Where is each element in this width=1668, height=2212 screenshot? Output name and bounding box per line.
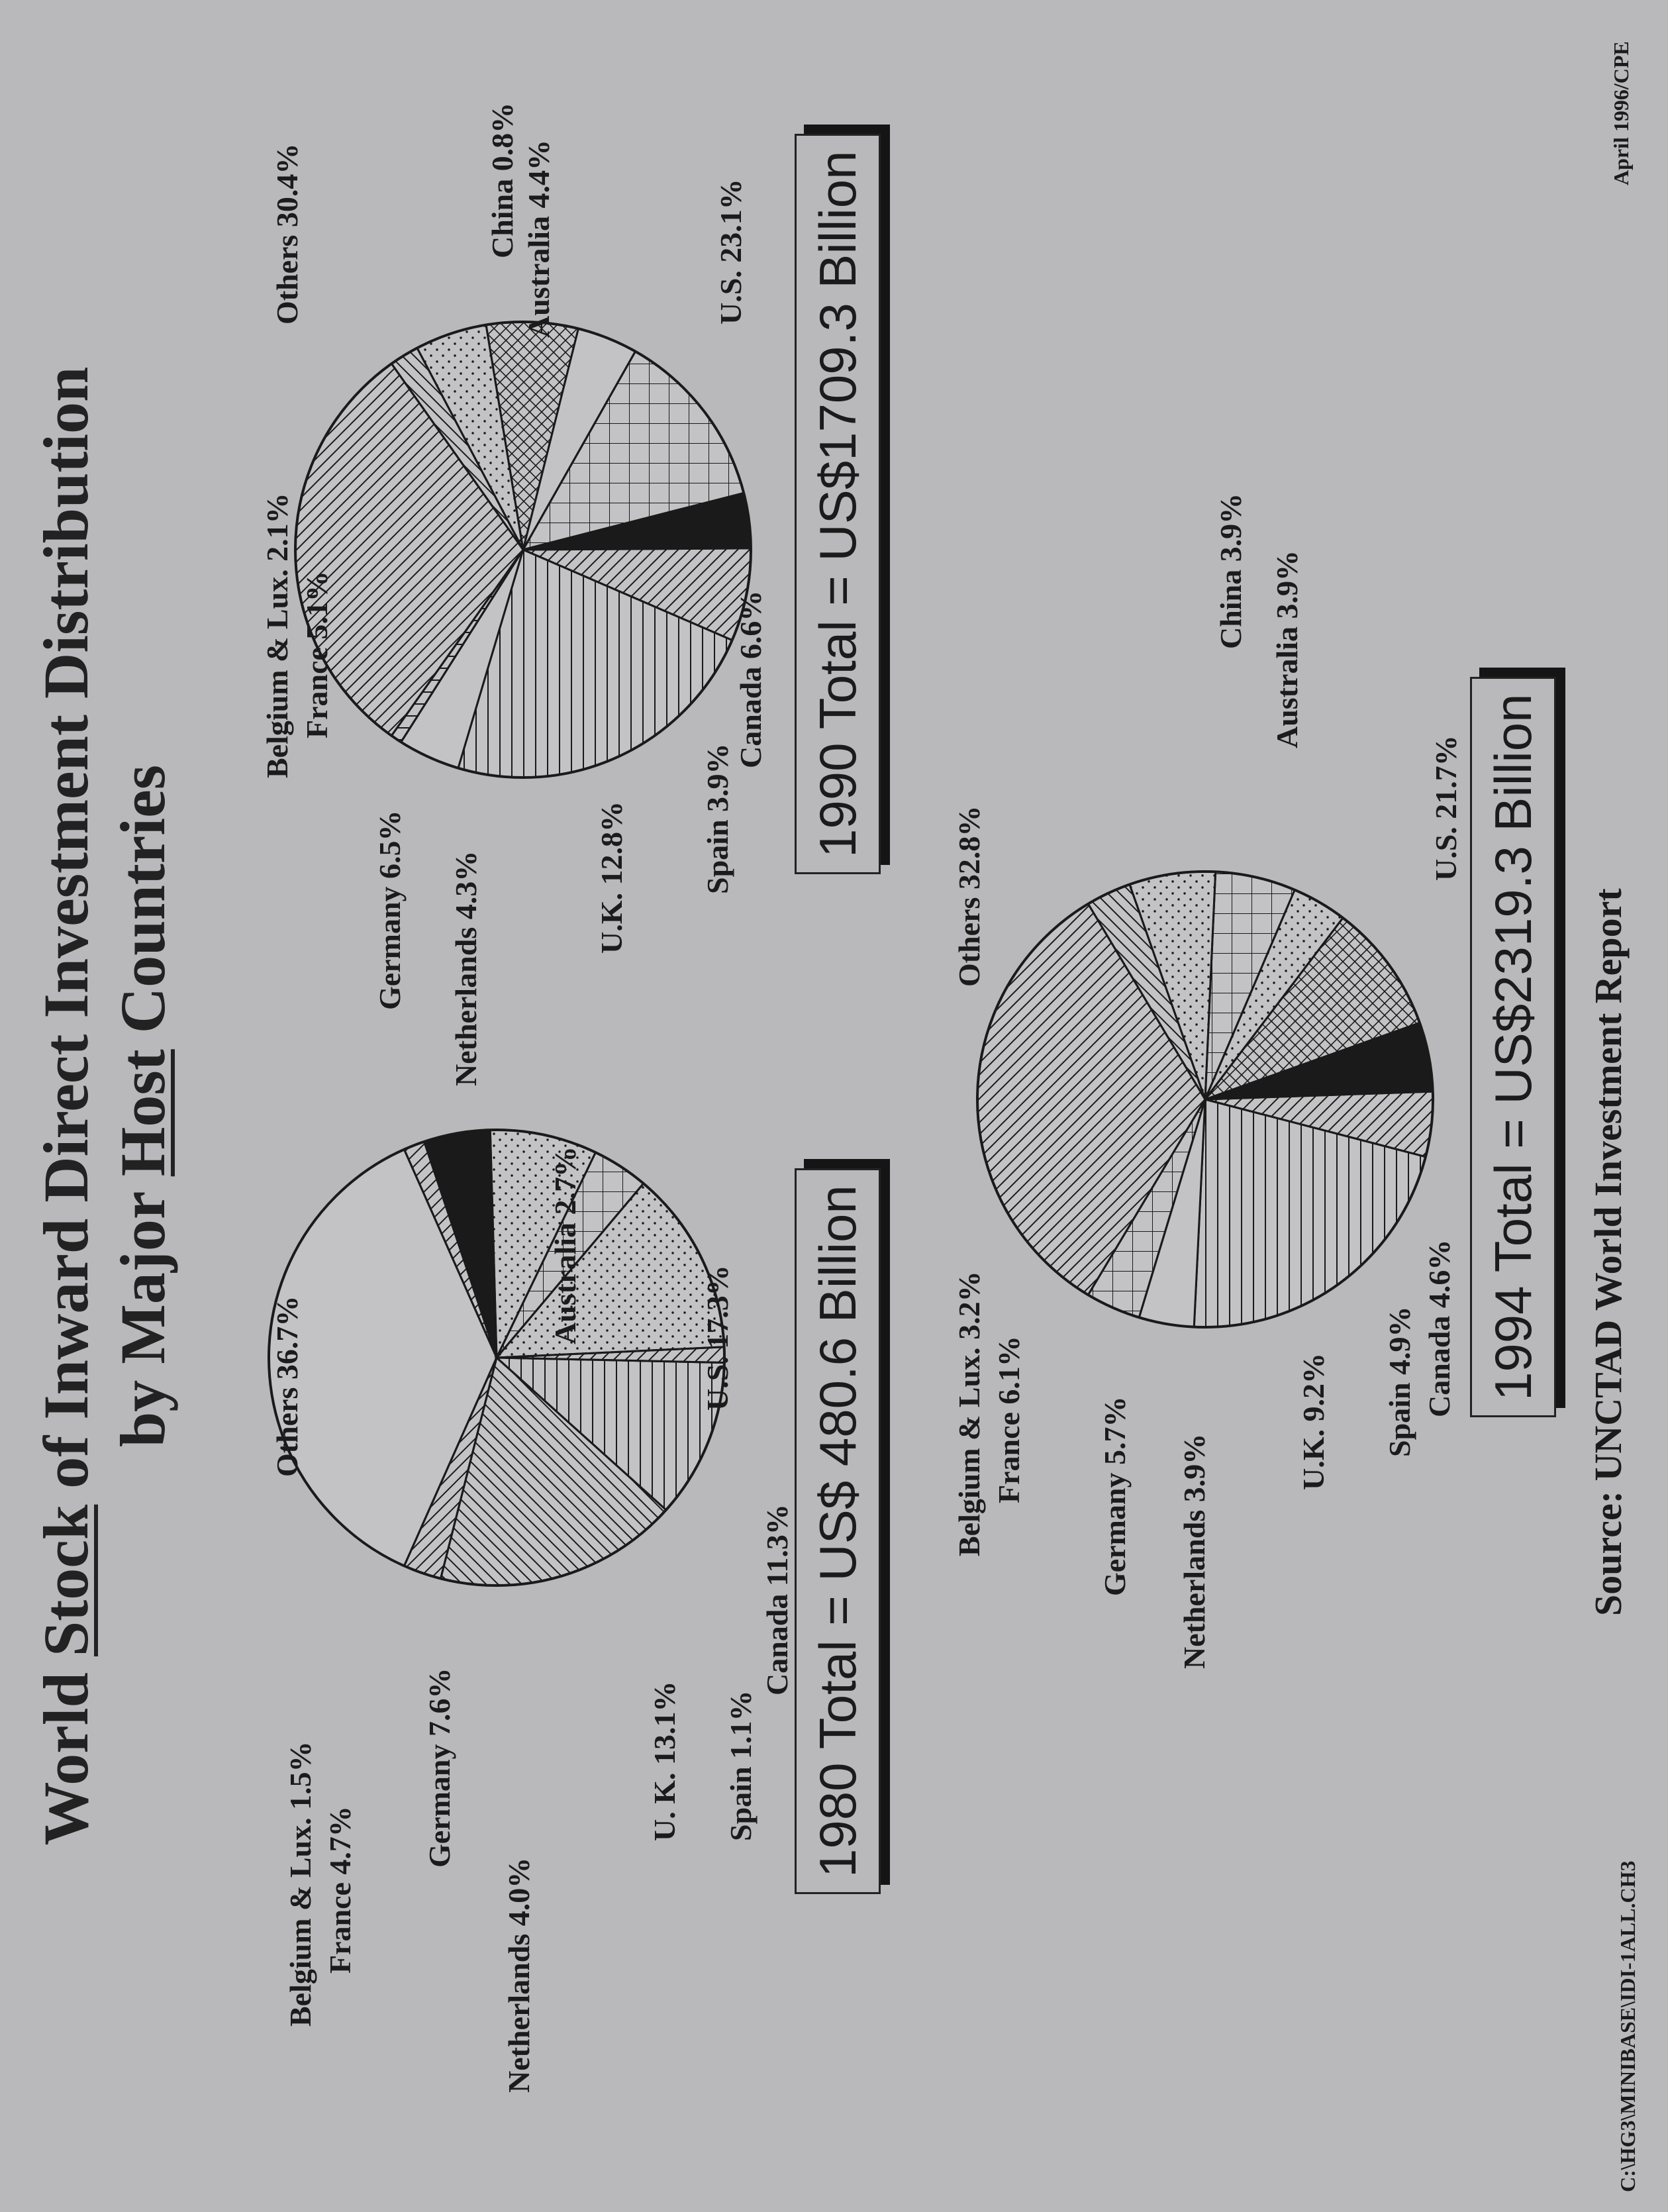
source-note: Source: UNCTAD World Investment Report xyxy=(1587,888,1630,1616)
label-1994-france: France 6.1% xyxy=(992,1336,1026,1503)
page-title: World Stock of Inward Direct Investment … xyxy=(30,0,101,2212)
label-1994-china: China 3.9% xyxy=(1214,493,1248,649)
label-1990-spain: Spain 3.9% xyxy=(701,743,734,894)
title-stock: Stock xyxy=(30,1504,101,1657)
label-1994-us: U.S. 21.7% xyxy=(1429,735,1463,881)
label-1994-uk: U.K. 9.2% xyxy=(1297,1353,1330,1490)
label-1990-france: France 5.1% xyxy=(300,571,334,738)
subtitle-host: Host xyxy=(107,1049,178,1177)
label-1990-australia: Australia 4.4% xyxy=(522,140,556,338)
label-1990-uk: U.K. 12.8% xyxy=(595,801,628,954)
subtitle-text-1: by Major xyxy=(107,1176,178,1448)
label-1994-canada: Canada 4.6% xyxy=(1422,1239,1456,1417)
page-subtitle: by Major Host Countries xyxy=(107,0,178,2212)
label-1994-others: Others 32.8% xyxy=(952,805,986,987)
label-1980-belgium: Belgium & Lux. 1.5% xyxy=(283,1741,317,2027)
pie-1994 xyxy=(976,870,1434,1329)
total-1994: 1994 Total = US$2319.3 Billion xyxy=(1470,677,1556,1417)
pie-1990 xyxy=(294,321,752,779)
label-1980-france: France 4.7% xyxy=(323,1806,357,1974)
label-1980-canada: Canada 11.3% xyxy=(760,1504,794,1695)
total-1980: 1980 Total = US$ 480.6 Billion xyxy=(795,1168,881,1894)
label-1980-netherlands: Netherlands 4.0% xyxy=(502,1857,536,2093)
label-1980-us: U.S. 17.3% xyxy=(701,1265,734,1411)
label-1990-germany: Germany 6.5% xyxy=(373,810,407,1010)
label-1980-uk: U. K. 13.1% xyxy=(648,1681,681,1842)
title-text-2: of Inward Direct Investment Distribution xyxy=(30,366,101,1505)
label-1990-us: U.S. 23.1% xyxy=(714,179,748,325)
label-1980-others: Others 36.7% xyxy=(270,1295,304,1477)
pie-1980 xyxy=(268,1129,726,1587)
label-1990-netherlands: Netherlands 4.3% xyxy=(449,850,483,1086)
label-1980-germany: Germany 7.6% xyxy=(422,1668,456,1868)
label-1990-canada: Canada 6.6% xyxy=(734,590,767,768)
title-text-1: World xyxy=(30,1656,101,1846)
label-1994-australia: Australia 3.9% xyxy=(1270,550,1304,748)
label-1990-belgium: Belgium & Lux. 2.1% xyxy=(260,493,294,778)
label-1994-germany: Germany 5.7% xyxy=(1098,1396,1132,1596)
label-1994-netherlands: Netherlands 3.9% xyxy=(1177,1433,1211,1669)
label-1980-spain: Spain 1.1% xyxy=(724,1690,758,1841)
subtitle-text-2: Countries xyxy=(107,764,178,1050)
file-path: C:\HG3\MINIBASE\IDI-1ALL.CH3 xyxy=(1616,1860,1640,2193)
label-1994-belgium: Belgium & Lux. 3.2% xyxy=(952,1271,986,1556)
date-note: April 1996/CPE xyxy=(1609,41,1633,185)
label-1990-china: China 0.8% xyxy=(485,102,519,258)
label-1994-spain: Spain 4.9% xyxy=(1383,1306,1416,1457)
label-1980-australia: Australia 2.7% xyxy=(548,1146,582,1344)
total-1990: 1990 Total = US$1709.3 Billion xyxy=(795,134,881,874)
label-1990-others: Others 30.4% xyxy=(270,143,304,325)
